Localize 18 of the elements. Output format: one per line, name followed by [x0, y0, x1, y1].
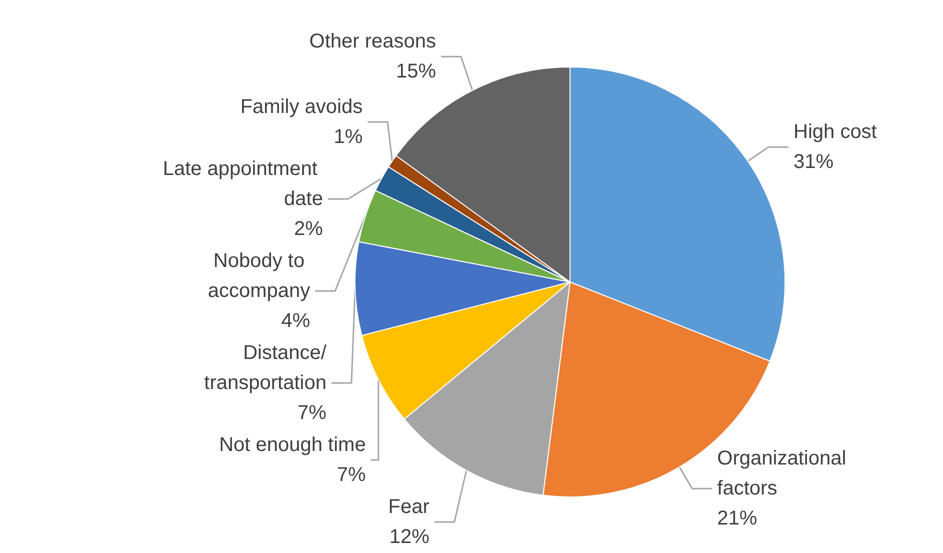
slice-label: Not enough time	[219, 434, 366, 456]
slice-label: Nobody to accompany	[208, 250, 310, 302]
slice-label: High cost	[794, 121, 878, 144]
slice-label: Distance/transportation	[204, 342, 327, 394]
slice-label: Family avoids	[240, 96, 363, 118]
data-label: 15%	[396, 60, 436, 83]
slice-label: Organizational factors	[717, 448, 852, 500]
slice-label: Late appointment date	[162, 158, 323, 210]
data-label: 31%	[794, 151, 834, 174]
data-label: 7%	[298, 402, 327, 424]
data-label: 4%	[281, 310, 310, 332]
data-label: 21%	[717, 508, 758, 530]
slice-label: Other reasons	[309, 30, 436, 53]
data-label: 1%	[334, 126, 363, 148]
slice-label: Fear	[388, 496, 430, 518]
data-label: 7%	[336, 464, 366, 486]
data-label: 2%	[294, 218, 324, 240]
data-label: 12%	[389, 526, 430, 548]
